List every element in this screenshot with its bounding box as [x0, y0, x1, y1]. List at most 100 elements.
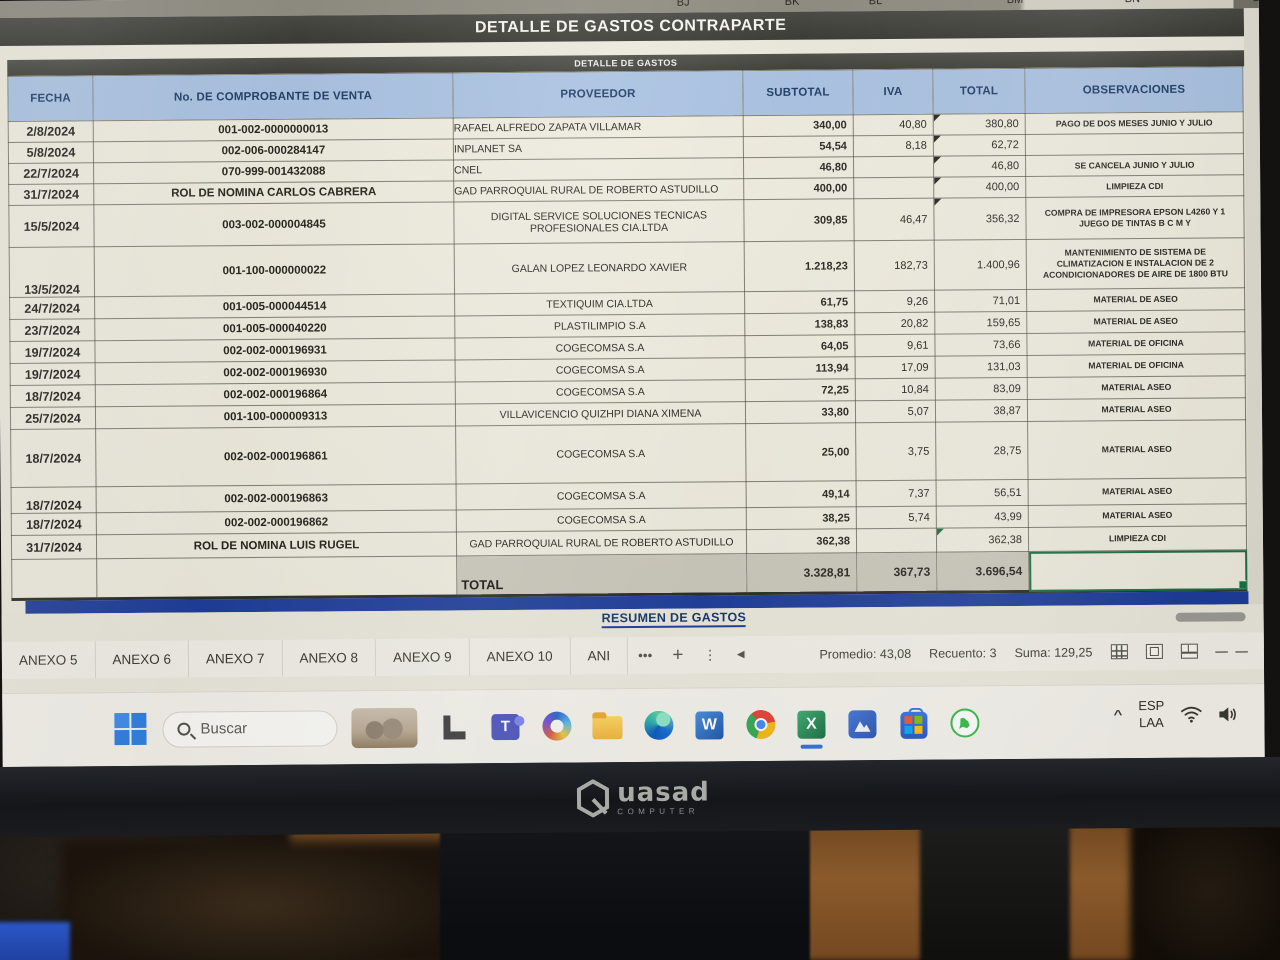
cell-subtotal[interactable]: 25,00 [745, 422, 857, 482]
cell-comprobante[interactable]: 001-100-000009313 [95, 403, 456, 429]
cell-observaciones[interactable]: PAGO DE DOS MESES JUNIO Y JULIO [1025, 111, 1244, 135]
cell-iva[interactable]: 17,09 [855, 356, 936, 379]
cell-iva[interactable]: 20,82 [854, 312, 935, 335]
cell-subtotal[interactable]: 138,83 [744, 312, 855, 336]
cell-proveedor[interactable]: COGECOMSA S.A [455, 423, 747, 484]
word-button[interactable]: W [694, 710, 724, 740]
cell-total[interactable]: 83,09 [935, 377, 1028, 401]
cell-comprobante[interactable]: 002-002-000196864 [95, 381, 456, 407]
cell-comprobante[interactable]: 001-005-000040220 [94, 315, 455, 341]
cell-observaciones[interactable]: MATERIAL DE ASEO [1026, 287, 1245, 312]
cell-proveedor[interactable]: INPLANET SA [453, 136, 744, 160]
cell-comprobante[interactable]: 001-005-000044514 [94, 293, 455, 319]
total-total-cell[interactable]: 3.696,54 [936, 551, 1029, 593]
wifi-icon[interactable] [1180, 705, 1202, 723]
cell-fecha[interactable]: 18/7/2024 [11, 486, 97, 514]
cell-total[interactable]: 159,65 [934, 311, 1027, 335]
page-break-view-icon[interactable] [1180, 643, 1198, 659]
cell-subtotal[interactable]: 400,00 [743, 177, 854, 200]
header-comprobante[interactable]: No. DE COMPROBANTE DE VENTA [92, 72, 454, 121]
cell-observaciones[interactable]: MATERIAL ASEO [1028, 503, 1247, 528]
header-subtotal[interactable]: SUBTOTAL [742, 69, 854, 116]
cell-comprobante[interactable]: 002-002-000196863 [96, 483, 457, 513]
cell-observaciones[interactable]: LIMPIEZA CDI [1025, 174, 1244, 198]
cell-fecha[interactable]: 19/7/2024 [10, 362, 96, 386]
l-app-button[interactable] [439, 712, 469, 742]
cell-subtotal[interactable]: 49,14 [746, 480, 857, 508]
cell-proveedor[interactable]: GALAN LOPEZ LEONARDO XAVIER [454, 241, 745, 294]
cell-fecha[interactable]: 24/7/2024 [9, 296, 95, 320]
cell-proveedor[interactable]: PLASTILIMPIO S.A [454, 313, 745, 338]
cell-fecha[interactable]: 13/5/2024 [9, 246, 95, 298]
language-indicator[interactable]: ESP LAA [1138, 698, 1164, 732]
cell-subtotal[interactable]: 362,38 [746, 528, 857, 554]
cell-fecha[interactable]: 22/7/2024 [8, 162, 94, 185]
cell-empty[interactable] [96, 555, 457, 599]
cell-iva[interactable]: 7,37 [856, 480, 937, 507]
cell-proveedor[interactable]: RAFAEL ALFREDO ZAPATA VILLAMAR [453, 115, 744, 139]
cell-iva[interactable]: 5,74 [856, 506, 937, 529]
cell-iva[interactable]: 5,07 [855, 400, 936, 423]
cell-subtotal[interactable]: 113,94 [745, 356, 856, 380]
tray-chevron-icon[interactable]: ^ [1113, 707, 1123, 722]
cell-subtotal[interactable]: 72,25 [745, 378, 856, 402]
cell-comprobante[interactable]: 002-002-000196930 [95, 359, 456, 385]
chrome-button[interactable] [745, 709, 776, 740]
sheet-tab-anexo7[interactable]: ANEXO 7 [188, 639, 283, 678]
photos-app-button[interactable] [847, 709, 877, 739]
excel-button[interactable]: X [796, 709, 826, 749]
cell-total[interactable]: 43,99 [936, 505, 1029, 529]
cell-fecha[interactable]: 18/7/2024 [10, 428, 97, 488]
cell-comprobante[interactable]: 070-999-001432088 [93, 159, 454, 184]
teams-button[interactable]: T [490, 711, 520, 741]
header-iva[interactable]: IVA [852, 69, 934, 115]
cell-subtotal[interactable]: 64,05 [744, 334, 856, 358]
sheet-tab-anexo6[interactable]: ANEXO 6 [95, 640, 190, 679]
cell-iva[interactable]: 182,73 [854, 240, 935, 291]
cell-comprobante[interactable]: 003-002-000004845 [93, 201, 455, 247]
tab-overflow-icon[interactable]: ••• [638, 647, 653, 664]
cell-subtotal[interactable]: 54,54 [743, 135, 854, 158]
cell-proveedor[interactable]: GAD PARROQUIAL RURAL DE ROBERTO ASTUDILL… [453, 178, 744, 202]
total-iva-cell[interactable]: 367,73 [856, 552, 937, 593]
search-input[interactable]: Buscar [162, 709, 338, 748]
cell-observaciones[interactable] [1025, 132, 1244, 156]
cell-iva[interactable] [853, 177, 934, 199]
microsoft-store-button[interactable] [898, 708, 928, 739]
total-subtotal-cell[interactable]: 3.328,81 [746, 552, 857, 594]
cell-fecha[interactable]: 15/5/2024 [8, 204, 95, 248]
cell-proveedor[interactable]: TEXTIQUIM CIA.LTDA [454, 291, 745, 316]
cell-proveedor[interactable]: COGECOMSA S.A [456, 507, 747, 532]
cell-observaciones[interactable]: LIMPIEZA CDI [1028, 525, 1247, 552]
cell-total[interactable]: 356,32 [933, 197, 1027, 241]
header-total[interactable]: TOTAL [932, 68, 1026, 115]
cell-observaciones[interactable]: MANTENIMIENTO DE SISTEMA DE CLIMATIZACIO… [1026, 237, 1245, 290]
cell-empty[interactable] [11, 558, 97, 600]
cell-iva[interactable] [853, 156, 934, 178]
cell-observaciones[interactable]: MATERIAL DE ASEO [1026, 309, 1245, 334]
column-header-bo[interactable]: BO [1253, 0, 1265, 4]
sheet-tab-anexo9[interactable]: ANEXO 9 [375, 638, 470, 677]
cell-fecha[interactable]: 5/8/2024 [8, 141, 94, 164]
cell-observaciones[interactable]: SE CANCELA JUNIO Y JULIO [1025, 153, 1244, 177]
sheet-tab-anexo10[interactable]: ANEXO 10 [469, 637, 571, 676]
cell-proveedor[interactable]: COGECOMSA S.A [455, 379, 746, 404]
cell-total[interactable]: 56,51 [936, 479, 1029, 507]
cell-fecha[interactable]: 18/7/2024 [10, 384, 96, 408]
header-observaciones[interactable]: OBSERVACIONES [1024, 66, 1244, 114]
sheet-tab-anexo5[interactable]: ANEXO 5 [1, 641, 96, 680]
cell-total[interactable]: 362,38 [936, 527, 1029, 553]
cell-subtotal[interactable]: 46,80 [743, 156, 854, 179]
cell-proveedor[interactable]: DIGITAL SERVICE SOLUCIONES TECNICAS PROF… [453, 199, 745, 244]
tab-scroll-left-icon[interactable]: ◀ [736, 649, 745, 661]
cell-iva[interactable] [856, 528, 937, 553]
header-fecha[interactable]: FECHA [7, 75, 94, 122]
cell-iva[interactable]: 8,18 [853, 135, 934, 157]
column-header-bk[interactable]: BK [784, 0, 800, 8]
cell-subtotal[interactable]: 61,75 [744, 290, 855, 314]
cell-observaciones[interactable]: MATERIAL DE OFICINA [1026, 331, 1246, 356]
cell-comprobante[interactable]: 002-002-000196861 [95, 425, 457, 487]
cell-iva[interactable]: 9,61 [854, 334, 936, 357]
speaker-icon[interactable] [1218, 705, 1238, 723]
cell-proveedor[interactable]: COGECOMSA S.A [455, 357, 746, 382]
